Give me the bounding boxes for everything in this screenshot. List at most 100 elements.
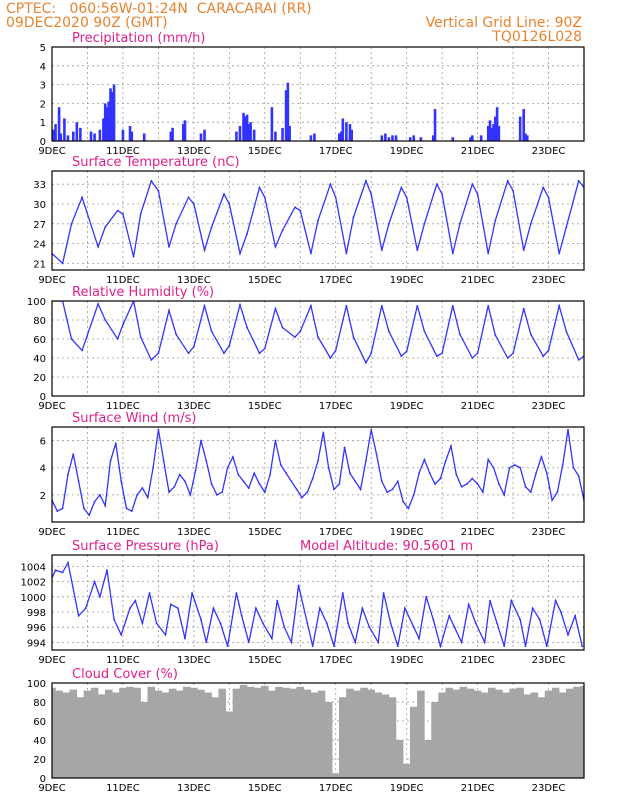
- precip-bar: [54, 124, 57, 141]
- x-tick-label: 13DEC: [177, 527, 211, 538]
- cloud-bar: [296, 686, 305, 778]
- cloud-bar: [76, 697, 85, 778]
- panel-frame: [51, 170, 585, 271]
- data-point: [274, 439, 277, 442]
- data-point: [120, 480, 123, 483]
- data-point: [240, 614, 243, 617]
- cloud-bar: [97, 694, 106, 778]
- y-tick-label: 996: [27, 623, 46, 634]
- data-point: [70, 222, 73, 225]
- x-tick-label: 13DEC: [177, 275, 211, 286]
- data-point: [354, 641, 357, 644]
- data-point: [361, 607, 364, 610]
- x-tick-label: 21DEC: [461, 275, 495, 286]
- data-point: [130, 510, 133, 513]
- data-layer: [52, 428, 584, 517]
- data-point: [132, 255, 135, 258]
- y-tick-label: 1002: [21, 578, 46, 589]
- y-tick-label: 24: [33, 240, 46, 251]
- data-point: [231, 455, 234, 458]
- cloud-bar: [161, 692, 170, 778]
- series-line: [52, 560, 583, 649]
- data-point: [210, 330, 213, 333]
- data-point: [168, 309, 170, 312]
- precip-bar: [490, 127, 494, 141]
- data-point: [177, 607, 179, 610]
- data-point: [471, 357, 474, 359]
- cloud-bar: [310, 692, 319, 778]
- cloud-bar: [55, 690, 63, 778]
- data-point: [547, 349, 550, 352]
- data-point: [388, 222, 390, 225]
- y-tick-label: 40: [33, 354, 46, 365]
- data-point: [513, 464, 516, 466]
- data-point: [522, 249, 525, 252]
- data-point: [226, 645, 229, 648]
- precip-bar: [412, 135, 416, 141]
- y-tick-label: 2: [40, 491, 46, 502]
- data-point: [581, 645, 584, 648]
- data-point: [556, 491, 559, 494]
- data-point: [184, 637, 186, 640]
- cloud-bar: [211, 697, 219, 778]
- cloud-bar: [317, 690, 326, 778]
- precip-bar: [391, 135, 394, 141]
- y-tick-label: 100: [27, 679, 46, 690]
- data-point: [327, 466, 330, 469]
- data-point: [474, 622, 477, 625]
- cloud-bar: [544, 690, 553, 778]
- data-point: [458, 222, 461, 225]
- panel-5: Surface Pressure (hPa) Model Altitude: 90…: [21, 539, 585, 666]
- precip-bar: [110, 92, 114, 141]
- data-point: [113, 618, 115, 621]
- data-point: [136, 493, 139, 496]
- data-point: [435, 355, 438, 357]
- data-point: [290, 641, 293, 644]
- precip-bar: [313, 133, 316, 141]
- data-point: [512, 189, 514, 192]
- cloud-bar: [551, 687, 560, 778]
- x-tick-label: 21DEC: [461, 783, 495, 794]
- cloud-bar: [324, 702, 333, 778]
- cloud-bar: [112, 692, 120, 778]
- x-tick-label: 11DEC: [106, 275, 140, 286]
- cloud-bar: [417, 690, 425, 778]
- x-tick-label: 19DEC: [390, 527, 424, 538]
- precip-bar: [103, 103, 107, 141]
- precip-bar: [102, 118, 105, 141]
- data-point: [370, 352, 373, 355]
- data-point: [212, 607, 215, 610]
- data-point: [139, 213, 142, 215]
- data-point: [558, 252, 561, 255]
- data-point: [554, 599, 557, 602]
- data-point: [558, 304, 561, 307]
- cloud-bar: [204, 692, 212, 778]
- series-line: [52, 429, 584, 517]
- data-point: [162, 460, 165, 462]
- data-point: [247, 641, 250, 644]
- cloud-bar: [502, 692, 510, 778]
- data-point: [531, 607, 534, 610]
- y-tick-label: 3: [40, 81, 46, 92]
- data-point: [354, 480, 357, 483]
- data-point: [61, 507, 64, 510]
- data-point: [299, 330, 302, 333]
- y-tick-label: 20: [33, 373, 46, 384]
- data-point: [466, 483, 468, 485]
- x-tick-label: 11DEC: [106, 527, 140, 538]
- y-tick-label: 6: [40, 437, 46, 448]
- data-point: [388, 330, 390, 333]
- panel-title: Relative Humidity (%): [72, 285, 214, 300]
- data-point: [334, 349, 337, 352]
- data-point: [545, 645, 548, 648]
- panel-title: Surface Pressure (hPa): [72, 539, 219, 554]
- precip-bar: [79, 127, 82, 141]
- data-point: [125, 507, 128, 510]
- cloud-bar: [537, 697, 546, 778]
- data-point: [347, 622, 350, 625]
- data-point: [297, 584, 300, 587]
- data-point: [352, 336, 355, 338]
- y-tick-label: 80: [33, 316, 46, 327]
- y-tick-label: 60: [33, 717, 46, 728]
- data-point: [311, 477, 314, 480]
